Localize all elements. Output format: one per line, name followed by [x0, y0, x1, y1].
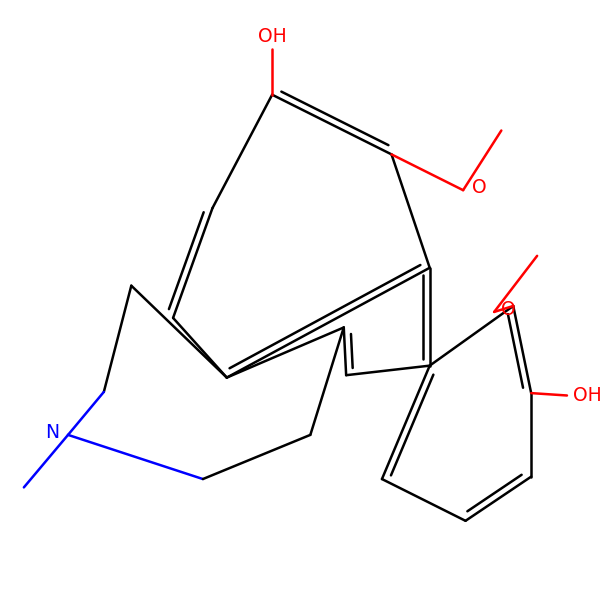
Text: N: N — [46, 422, 59, 442]
Text: O: O — [472, 178, 487, 197]
Text: OH: OH — [573, 386, 600, 405]
Text: O: O — [501, 299, 515, 319]
Text: OH: OH — [258, 28, 287, 46]
